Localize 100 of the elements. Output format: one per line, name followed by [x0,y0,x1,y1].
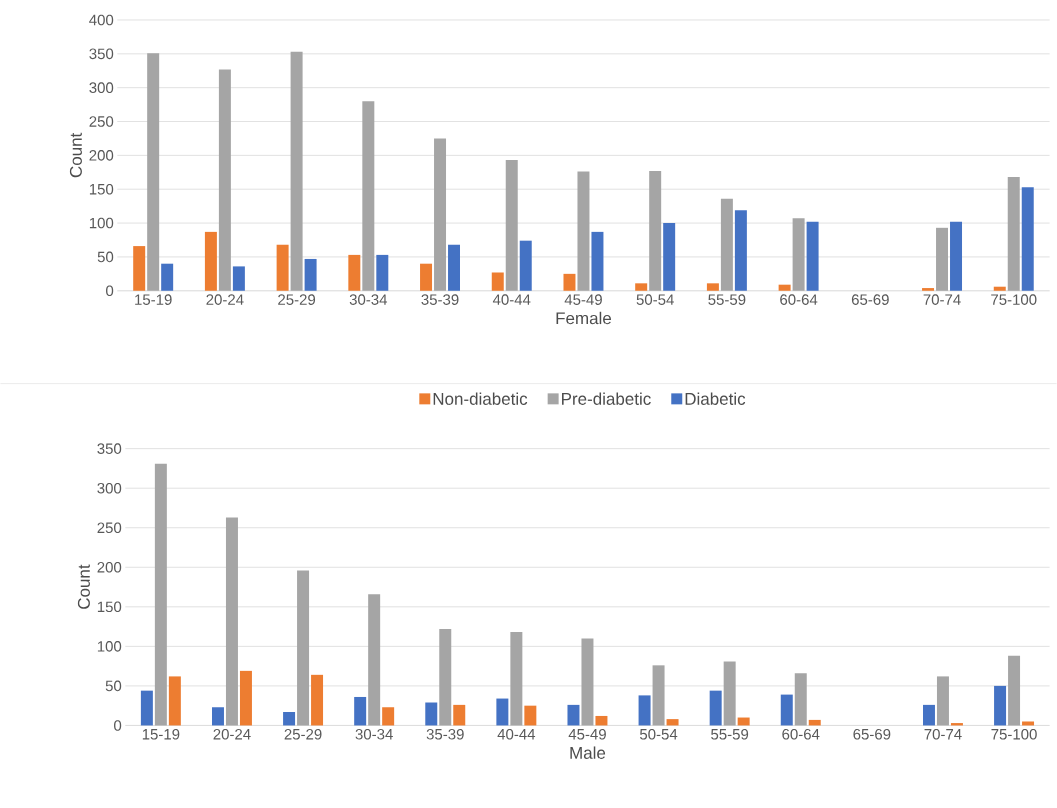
bar [276,244,289,291]
bar [1007,176,1020,291]
bar [595,715,608,726]
bar [993,286,1006,291]
bar [936,676,949,726]
bar [161,263,174,291]
bar [808,719,821,726]
y-tick-label: 350 [89,48,114,59]
bar [382,707,395,726]
x-axis-title: Male [570,746,606,759]
y-tick-label: 100 [89,217,114,229]
x-tick-label: 70-74 [923,294,961,305]
y-tick-label: 50 [97,251,114,263]
bar [362,101,375,291]
x-tick-label: 15-19 [135,294,172,305]
x-tick-label: 60-64 [782,728,820,740]
bar [147,52,160,291]
x-tick-label: 35-39 [426,728,464,740]
bar [734,210,747,291]
y-tick-label: 300 [89,82,114,93]
bar [1008,655,1021,726]
bar [439,628,452,726]
y-tick-label: 350 [97,443,122,454]
bar [581,638,594,726]
bar [780,694,793,726]
bar [232,266,245,291]
bar [448,244,461,291]
x-tick-label: 35-39 [421,294,459,305]
bar [649,170,662,291]
bar [140,690,153,726]
x-tick-label: 25-29 [278,294,316,305]
x-tick-label: 75-100 [991,728,1037,740]
x-tick-label: 25-29 [284,728,322,740]
y-tick-label: 250 [97,522,122,533]
bar [420,263,433,291]
y-tick-label: 100 [97,640,122,652]
bar [290,51,303,291]
x-tick-label: 30-34 [349,294,388,305]
bar [354,696,367,726]
y-tick-label: 300 [97,482,122,494]
legend-label: Non-diabetic [433,392,528,405]
x-tick-label: 60-64 [780,294,818,305]
bar [577,171,590,291]
legend-label: Pre-diabetic [562,392,651,405]
bar [297,570,310,726]
bar [311,674,324,726]
bar [524,705,537,726]
bar [154,463,167,726]
bar [425,702,438,726]
y-tick-label: 0 [106,285,114,296]
bar [168,676,181,726]
bar [225,517,238,726]
x-tick-label: 20-24 [213,728,251,740]
bar [652,665,665,726]
x-tick-label: 15-19 [142,728,180,740]
x-tick-label: 30-34 [355,728,393,740]
bar [635,283,648,291]
bar [723,661,736,726]
bar [666,718,679,726]
x-tick-label: 55-59 [711,728,749,740]
x-axis-title: Female [556,311,612,325]
bar [806,221,819,291]
bar [304,258,317,291]
bar [491,272,504,291]
bar [591,231,604,291]
bar [348,254,361,291]
bar [720,198,733,291]
bar [510,631,523,726]
bar [792,218,805,291]
x-tick-label: 45-49 [568,728,606,740]
x-tick-label: 50-54 [636,294,674,305]
x-tick-label: 20-24 [206,294,244,305]
bar [563,273,576,291]
bar [368,593,381,726]
x-tick-label: 70-74 [924,728,962,740]
bar [239,670,252,726]
bar [922,704,935,726]
bar [794,673,807,726]
bar [211,707,224,726]
bar [453,704,466,726]
bar [496,698,509,726]
x-tick-label: 45-49 [564,294,602,305]
bar [663,222,676,291]
bar [283,711,296,726]
bar [922,287,935,291]
y-axis-title: Count [77,564,90,609]
bar [505,159,518,291]
x-tick-label: 40-44 [492,294,531,305]
bar [434,138,447,291]
y-tick-label: 400 [89,14,114,26]
y-axis-title: Count [69,132,82,177]
x-tick-label: 65-69 [853,728,891,740]
bar [1021,187,1034,291]
y-tick-label: 150 [97,601,122,612]
bar [567,704,580,726]
bar [133,245,146,291]
bar [706,283,719,291]
y-tick-label: 250 [89,116,114,127]
legend-label: Diabetic [685,392,746,405]
y-tick-label: 150 [89,183,114,195]
